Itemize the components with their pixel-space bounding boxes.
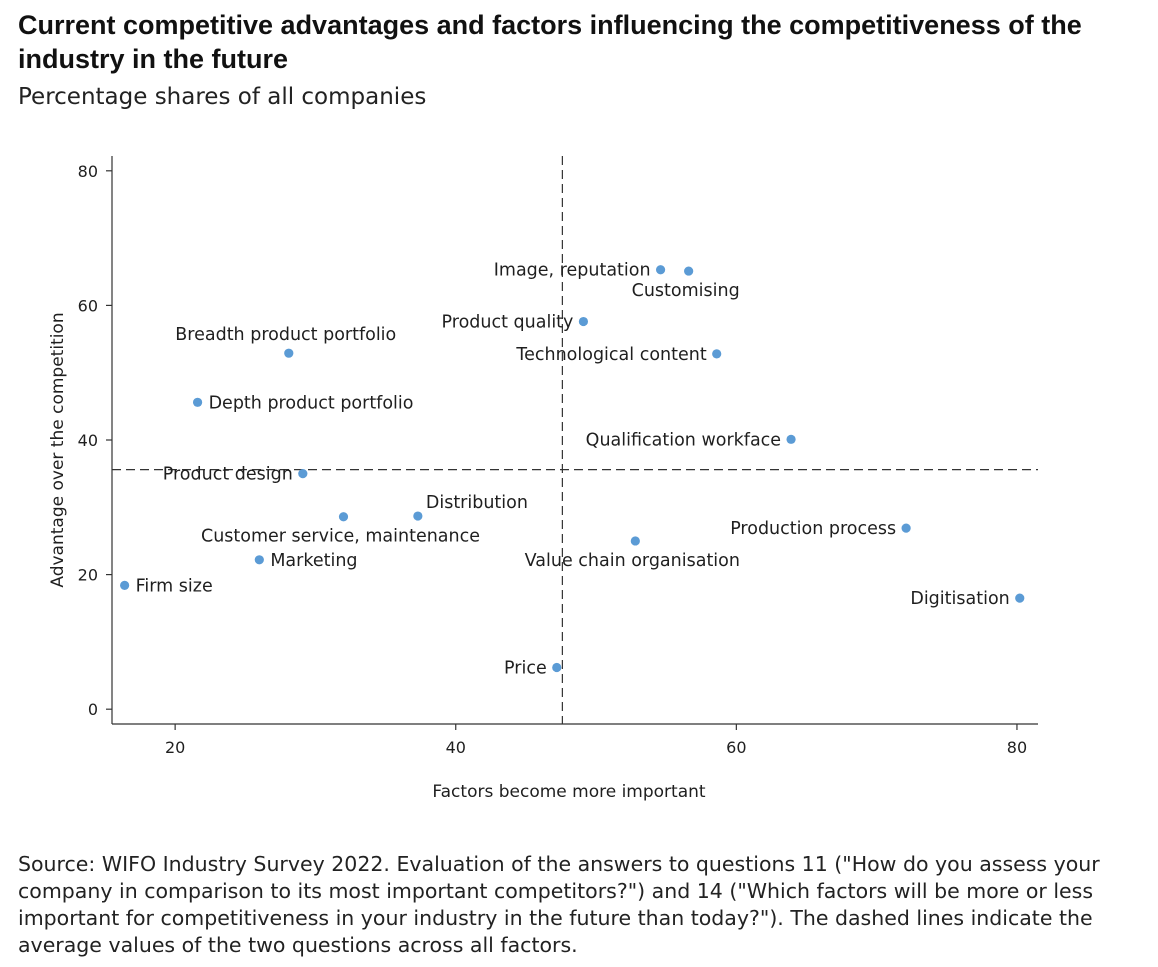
data-point <box>786 434 796 444</box>
data-point <box>1015 593 1025 603</box>
point-label: Firm size <box>136 576 213 596</box>
data-point <box>578 316 589 327</box>
x-axis-title: Factors become more important <box>432 782 705 802</box>
point-label: Product design <box>163 465 293 485</box>
data-point <box>254 555 264 565</box>
data-point <box>655 265 666 275</box>
point-label: Digitisation <box>910 589 1009 609</box>
data-point <box>298 469 308 479</box>
reference-lines <box>112 156 1038 724</box>
y-tick-label: 60 <box>78 296 98 315</box>
y-axis-title: Advantage over the competition <box>48 312 68 587</box>
axis-ticks: 20 40 60 80 0 20 40 60 80 <box>78 162 1027 757</box>
source-note: Source: WIFO Industry Survey 2022. Evalu… <box>18 852 1100 957</box>
y-tick-label: 40 <box>78 431 98 450</box>
data-point <box>552 662 562 673</box>
chart-subtitle: Percentage shares of all companies <box>18 84 427 110</box>
data-point <box>901 523 911 533</box>
data-point <box>630 536 640 546</box>
data-point <box>192 397 203 407</box>
y-tick-label: 0 <box>88 700 98 719</box>
axes <box>111 156 1038 725</box>
point-label: Image, reputation <box>494 261 651 281</box>
data-point <box>712 349 722 359</box>
point-label: Value chain organisation <box>525 551 740 571</box>
chart-title: Current competitive advantages and facto… <box>18 10 1082 74</box>
data-point <box>284 348 294 358</box>
point-label: Production process <box>730 519 896 539</box>
data-points <box>120 265 1025 673</box>
x-tick-label: 20 <box>165 738 185 757</box>
data-point <box>684 266 694 276</box>
point-label: Customising <box>632 281 740 301</box>
point-label: Depth product portfolio <box>209 393 414 413</box>
point-label: Product quality <box>442 313 574 333</box>
point-label: Customer service, maintenance <box>201 527 480 547</box>
y-tick-label: 80 <box>78 162 98 181</box>
point-label: Distribution <box>426 493 528 513</box>
point-label: Technological content <box>515 345 706 365</box>
x-tick-label: 40 <box>446 738 466 757</box>
point-label: Breadth product portfolio <box>175 325 396 345</box>
point-label: Marketing <box>270 551 357 571</box>
data-point <box>338 512 349 522</box>
data-point <box>413 511 423 521</box>
x-tick-label: 80 <box>1007 738 1027 757</box>
x-tick-label: 60 <box>726 738 746 757</box>
y-tick-label: 20 <box>78 566 98 585</box>
point-label: Qualification workface <box>586 430 781 450</box>
data-point <box>120 580 130 590</box>
point-label: Price <box>504 658 547 678</box>
